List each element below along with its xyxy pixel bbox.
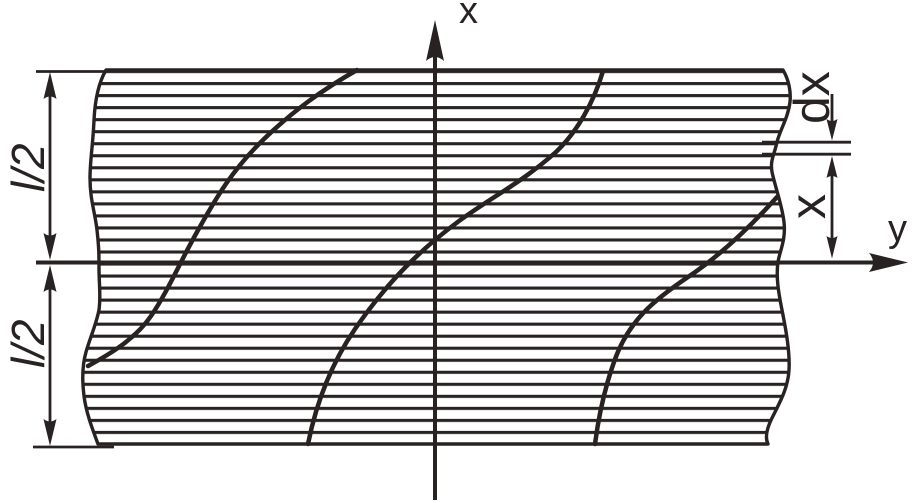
dim-x-label: x <box>780 194 836 219</box>
y-axis-arrowhead <box>869 253 908 272</box>
x-axis-label: x <box>459 0 478 32</box>
dim-lower-arrow-down <box>43 419 57 446</box>
dim-lower-half-label: l/2 <box>2 319 54 368</box>
dim-dx-label: dx <box>784 71 840 124</box>
rod-outline <box>80 68 792 446</box>
dim-x-position <box>826 156 838 259</box>
displacement-curves <box>85 67 780 447</box>
dim-upper-arrow-down <box>43 233 57 260</box>
dim-lower-half <box>33 265 114 449</box>
wave-curve-right <box>592 194 780 447</box>
x-axis <box>426 20 444 500</box>
x-axis-arrowhead <box>426 20 444 61</box>
dim-upper-arrow-up <box>43 72 57 99</box>
dx-element <box>762 94 851 156</box>
dim-upper-half <box>36 70 107 260</box>
wave-curve-center <box>305 68 606 447</box>
wave-curve-left <box>85 67 360 369</box>
dim-lower-arrow-up <box>43 265 57 292</box>
dim-dx-arrow-down <box>826 119 838 141</box>
y-axis <box>36 253 908 272</box>
dim-x-arrow-down <box>826 236 838 259</box>
y-axis-label: y <box>888 208 907 250</box>
dim-upper-half-label: l/2 <box>2 143 54 192</box>
dim-x-arrow-up <box>826 156 838 178</box>
